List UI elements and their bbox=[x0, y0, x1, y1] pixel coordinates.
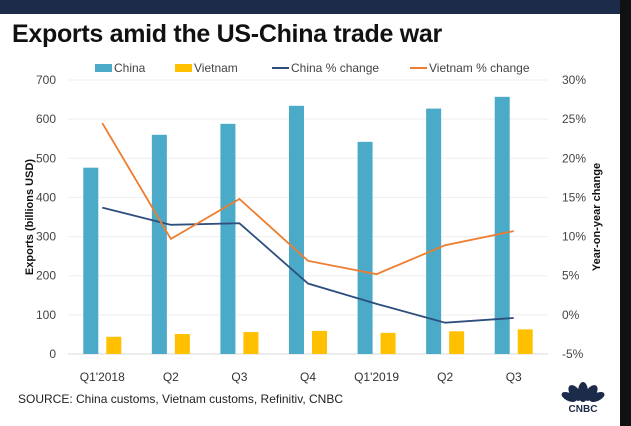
vietnam-bar bbox=[517, 329, 533, 354]
y-tick-label: 600 bbox=[36, 112, 56, 126]
y2-axis-label: Year-on-year change bbox=[591, 163, 603, 271]
vietnam-bar bbox=[174, 334, 190, 354]
y2-tick-label: 10% bbox=[562, 230, 586, 244]
x-tick-label: Q3 bbox=[231, 370, 247, 384]
y-tick-label: 100 bbox=[36, 308, 56, 322]
y-tick-label: 700 bbox=[36, 73, 56, 87]
source-note: SOURCE: China customs, Vietnam customs, … bbox=[18, 392, 343, 406]
y-axis-label: Exports (billions USD) bbox=[24, 159, 36, 275]
top-bar bbox=[0, 0, 620, 14]
y-tick-label: 300 bbox=[36, 230, 56, 244]
legend-swatch bbox=[175, 64, 192, 72]
y-tick-label: 200 bbox=[36, 269, 56, 283]
legend-label: Vietnam % change bbox=[429, 61, 530, 75]
x-tick-label: Q4 bbox=[300, 370, 316, 384]
legend-label: China bbox=[114, 61, 146, 75]
legend-swatch bbox=[95, 64, 112, 72]
x-tick-label: Q2 bbox=[163, 370, 179, 384]
vietnam-bar bbox=[312, 330, 327, 354]
y2-tick-label: -5% bbox=[562, 347, 584, 361]
legend-label: China % change bbox=[291, 61, 379, 75]
y2-tick-label: 25% bbox=[562, 112, 586, 126]
y2-tick-label: 30% bbox=[562, 73, 586, 87]
legend-label: Vietnam bbox=[194, 61, 238, 75]
svg-text:CNBC: CNBC bbox=[569, 404, 598, 414]
y2-tick-label: 20% bbox=[562, 151, 586, 165]
china-bar bbox=[426, 108, 442, 355]
cnbc-logo: CNBC bbox=[558, 378, 608, 419]
x-tick-label: Q3 bbox=[506, 370, 522, 384]
chart-title: Exports amid the US-China trade war bbox=[12, 20, 442, 48]
vietnam-bar bbox=[380, 332, 396, 354]
vietnam-bar bbox=[106, 336, 122, 354]
y-tick-label: 400 bbox=[36, 190, 56, 204]
y2-tick-label: 0% bbox=[562, 308, 580, 322]
china-bar bbox=[151, 134, 167, 354]
vietnam-bar bbox=[449, 331, 465, 354]
x-tick-label: Q1'2018 bbox=[80, 370, 125, 384]
right-edge bbox=[620, 0, 631, 426]
china-bar bbox=[83, 167, 99, 354]
china-bar bbox=[357, 141, 373, 354]
china-bar bbox=[289, 105, 304, 354]
y2-tick-label: 15% bbox=[562, 190, 586, 204]
x-tick-label: Q2 bbox=[437, 370, 453, 384]
y2-tick-label: 5% bbox=[562, 269, 580, 283]
x-tick-label: Q1'2019 bbox=[354, 370, 399, 384]
y-tick-label: 500 bbox=[36, 151, 56, 165]
china-bar bbox=[494, 96, 510, 355]
y-tick-label: 0 bbox=[49, 347, 56, 361]
vietnam-bar bbox=[243, 332, 259, 354]
china-bar bbox=[220, 123, 236, 354]
